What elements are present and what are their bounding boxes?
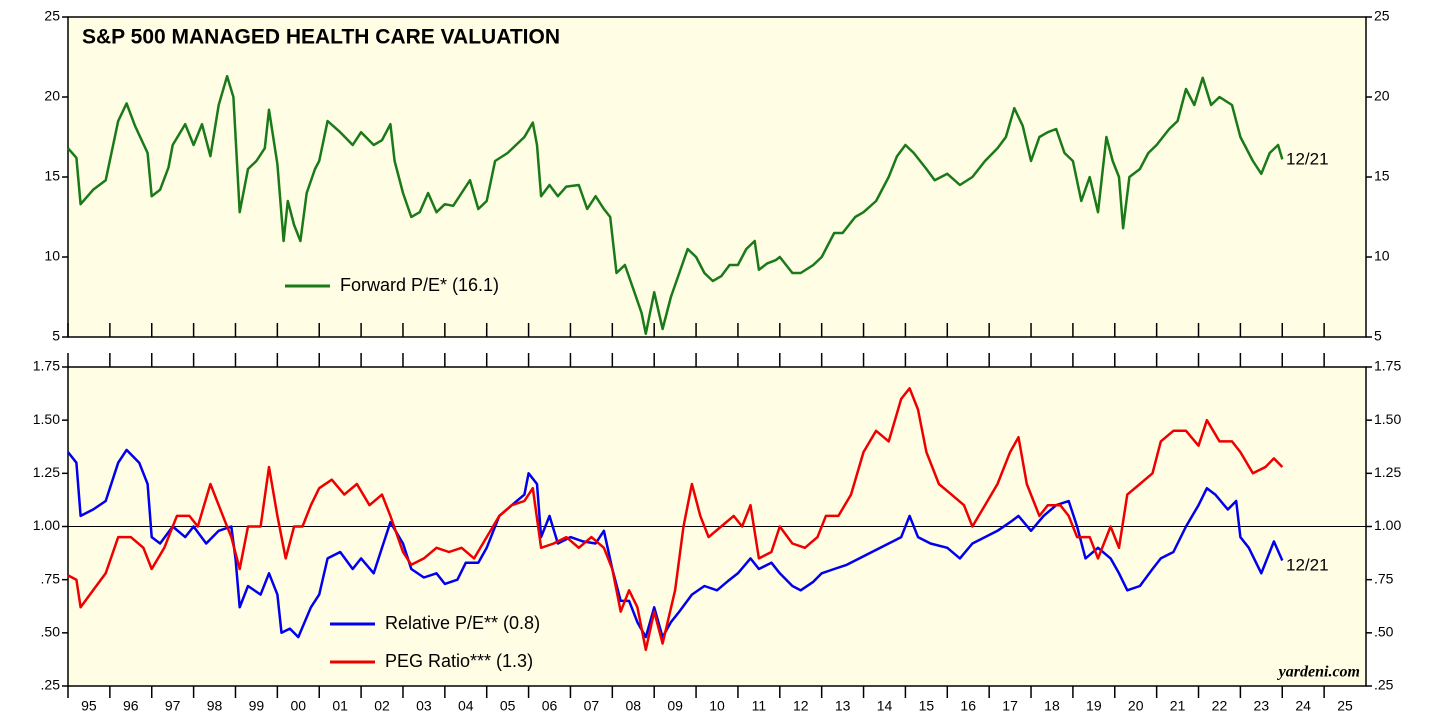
series-line [67, 387, 1284, 652]
legend-label: PEG Ratio*** (1.3) [385, 651, 533, 671]
x-tick-label: 03 [416, 698, 432, 714]
y-tick-label-right: 1.50 [1374, 411, 1401, 427]
y-tick-label: 20 [44, 88, 60, 104]
x-tick-label: 95 [81, 698, 97, 714]
x-tick-label: 14 [877, 698, 893, 714]
chart-title: S&P 500 MANAGED HEALTH CARE VALUATION [82, 26, 560, 49]
x-tick-label: 99 [249, 698, 265, 714]
x-tick-label: 16 [960, 698, 976, 714]
x-tick-label: 13 [835, 698, 851, 714]
end-label: 12/21 [1286, 555, 1329, 574]
x-tick-label: 00 [291, 698, 307, 714]
x-tick-label: 96 [123, 698, 139, 714]
x-tick-label: 18 [1044, 698, 1060, 714]
x-tick-label: 08 [625, 698, 641, 714]
y-tick-label-right: .50 [1374, 624, 1394, 640]
y-tick-label-right: 20 [1374, 88, 1390, 104]
end-label: 12/21 [1286, 149, 1329, 168]
x-tick-label: 05 [500, 698, 516, 714]
y-tick-label: 25 [44, 8, 60, 24]
y-tick-label: .25 [41, 677, 61, 693]
x-tick-label: 19 [1086, 698, 1102, 714]
x-tick-label: 21 [1170, 698, 1186, 714]
plot-area [67, 16, 1367, 338]
source: yardeni.com [1277, 664, 1360, 681]
y-tick-label: 1.50 [33, 411, 60, 427]
x-tick-label: 23 [1254, 698, 1270, 714]
x-tick-label: 20 [1128, 698, 1144, 714]
series-line [67, 74, 1284, 336]
y-tick-label: 1.00 [33, 517, 60, 533]
y-tick-label-right: .75 [1374, 570, 1394, 586]
y-tick-label-right: 15 [1374, 168, 1390, 184]
x-tick-label: 24 [1295, 698, 1311, 714]
x-tick-label: 07 [584, 698, 600, 714]
legend-label: Forward P/E* (16.1) [340, 275, 499, 295]
x-tick-label: 15 [919, 698, 935, 714]
x-tick-label: 12 [793, 698, 809, 714]
x-tick-label: 01 [332, 698, 348, 714]
y-tick-label: .75 [41, 570, 61, 586]
y-tick-label: 15 [44, 168, 60, 184]
x-tick-label: 98 [207, 698, 223, 714]
y-tick-label-right: 1.25 [1374, 464, 1401, 480]
x-tick-label: 25 [1337, 698, 1353, 714]
x-tick-label: 06 [542, 698, 558, 714]
y-tick-label: 10 [44, 248, 60, 264]
x-tick-label: 04 [458, 698, 474, 714]
y-tick-label: .50 [41, 624, 61, 640]
y-tick-label-right: 1.00 [1374, 517, 1401, 533]
y-tick-label: 5 [52, 328, 60, 344]
x-tick-label: 02 [374, 698, 390, 714]
y-tick-label-right: 10 [1374, 248, 1390, 264]
x-tick-label: 11 [752, 698, 767, 714]
y-tick-label: 1.25 [33, 464, 60, 480]
x-tick-label: 97 [165, 698, 181, 714]
x-tick-label: 09 [667, 698, 683, 714]
x-tick-label: 22 [1212, 698, 1228, 714]
y-tick-label-right: 5 [1374, 328, 1382, 344]
y-tick-label: 1.75 [33, 358, 60, 374]
y-tick-label-right: .25 [1374, 677, 1394, 693]
legend-label: Relative P/E** (0.8) [385, 613, 540, 633]
x-tick-label: 10 [709, 698, 725, 714]
y-tick-label-right: 1.75 [1374, 358, 1401, 374]
y-tick-label-right: 25 [1374, 8, 1390, 24]
x-tick-label: 17 [1002, 698, 1018, 714]
